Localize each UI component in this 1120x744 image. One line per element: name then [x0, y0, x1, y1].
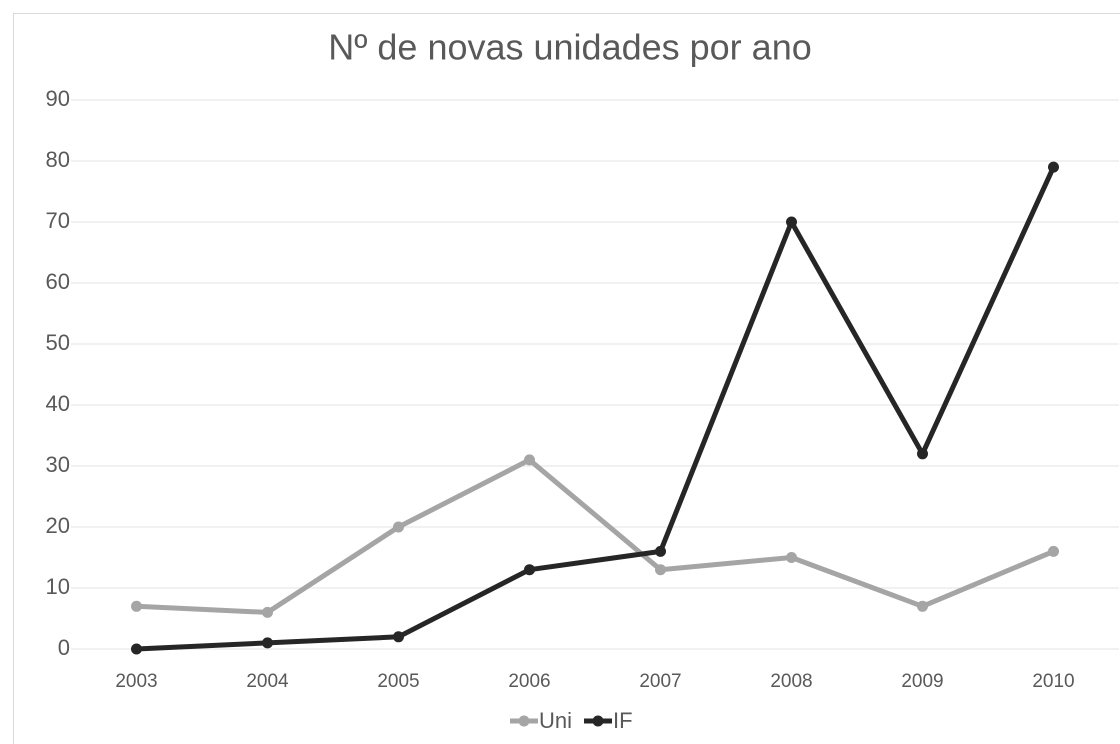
data-point	[393, 521, 404, 533]
legend-marker	[518, 715, 530, 727]
y-tick-label: 20	[46, 513, 70, 538]
data-point	[524, 454, 535, 466]
data-point	[524, 564, 535, 576]
data-point	[917, 600, 928, 612]
x-tick-label: 2006	[508, 671, 550, 692]
data-point	[131, 643, 142, 655]
x-tick-label: 2003	[115, 671, 157, 692]
x-tick-label: 2008	[770, 671, 812, 692]
data-point	[786, 216, 797, 228]
data-point	[917, 448, 928, 460]
x-tick-label: 2010	[1032, 671, 1074, 692]
legend-marker	[592, 715, 604, 727]
y-tick-label: 80	[46, 147, 70, 172]
y-tick-label: 50	[46, 330, 70, 355]
y-tick-label: 0	[58, 635, 70, 660]
x-tick-label: 2009	[901, 671, 943, 692]
data-point	[131, 600, 142, 612]
data-point	[786, 552, 797, 563]
y-tick-label: 60	[46, 269, 70, 294]
series-line	[136, 457, 1055, 615]
data-point	[262, 606, 273, 618]
y-tick-label: 40	[46, 391, 70, 416]
data-point	[1048, 545, 1059, 557]
legend-label: IF	[613, 708, 633, 733]
data-point	[1048, 161, 1059, 173]
data-point	[655, 564, 666, 576]
data-point	[393, 631, 404, 643]
y-tick-label: 70	[46, 208, 70, 233]
y-tick-label: 10	[46, 574, 70, 599]
y-tick-label: 90	[46, 86, 70, 111]
series-line	[136, 166, 1056, 652]
legend-label: Uni	[539, 708, 572, 733]
data-point	[655, 545, 666, 557]
x-tick-label: 2004	[246, 671, 289, 692]
chart-title: Nº de novas unidades por ano	[328, 27, 812, 68]
chart-frame	[13, 13, 1120, 744]
y-tick-label: 30	[46, 452, 70, 477]
x-tick-label: 2005	[377, 671, 419, 692]
data-point	[262, 637, 273, 649]
x-tick-label: 2007	[639, 671, 681, 692]
